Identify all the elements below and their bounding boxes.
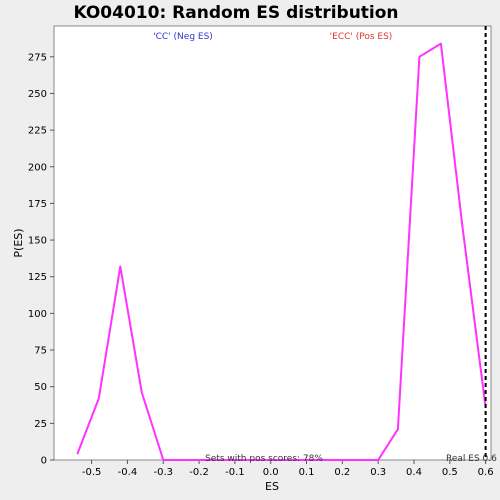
neg-es-label: 'CC' (Neg ES) bbox=[153, 32, 213, 42]
x-tick-label: 0.4 bbox=[406, 467, 422, 478]
y-tick-label: 125 bbox=[28, 272, 47, 283]
x-tick-label: -0.3 bbox=[153, 467, 173, 478]
x-tick-label: 0.5 bbox=[442, 467, 458, 478]
x-tick-label: -0.5 bbox=[82, 467, 102, 478]
x-tick-label: 0.0 bbox=[263, 467, 279, 478]
x-tick-label: 0.6 bbox=[478, 467, 494, 478]
y-tick-label: 225 bbox=[28, 126, 47, 137]
series-layer bbox=[76, 42, 487, 461]
y-tick-label: 150 bbox=[28, 236, 47, 247]
y-tick-label: 50 bbox=[34, 382, 47, 393]
y-tick-label: 100 bbox=[28, 309, 47, 320]
pos-es-label: 'ECC' (Pos ES) bbox=[330, 32, 393, 42]
plot-area bbox=[53, 25, 492, 461]
real-es-text: Real ES 0.6 bbox=[446, 454, 497, 464]
x-axis-label: ES bbox=[265, 480, 279, 493]
series-line-0 bbox=[76, 42, 487, 461]
y-tick-label: 25 bbox=[34, 419, 47, 430]
chart-title: KO04010: Random ES distribution bbox=[73, 3, 398, 23]
y-tick-label: 75 bbox=[34, 346, 47, 357]
y-tick-label: 250 bbox=[28, 89, 47, 100]
x-tick-label: 0.3 bbox=[370, 467, 386, 478]
y-tick-label: 0 bbox=[41, 456, 47, 467]
y-tick-label: 275 bbox=[28, 52, 47, 63]
x-tick-label: 0.2 bbox=[334, 467, 350, 478]
y-axis: 0 25 50 75 100 125 150 175 200 225 250 275 bbox=[28, 52, 54, 467]
x-tick-label: 0.1 bbox=[299, 467, 315, 478]
x-tick-label: -0.4 bbox=[118, 467, 138, 478]
y-axis-label: P(ES) bbox=[12, 228, 25, 257]
sets-pos-scores-text: Sets with pos scores: 78% bbox=[205, 454, 323, 464]
y-tick-label: 175 bbox=[28, 199, 47, 210]
x-tick-label: -0.2 bbox=[189, 467, 209, 478]
x-tick-label: -0.1 bbox=[225, 467, 245, 478]
y-tick-label: 200 bbox=[28, 162, 47, 173]
